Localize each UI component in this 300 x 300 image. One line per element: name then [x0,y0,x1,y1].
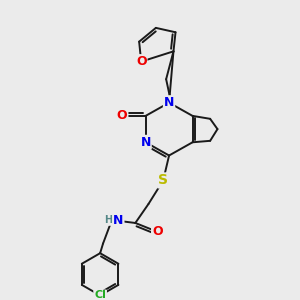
Text: O: O [152,225,163,238]
Text: S: S [158,173,168,188]
Text: N: N [140,136,151,149]
Text: Cl: Cl [94,290,106,300]
Text: H: H [104,215,112,225]
Text: N: N [113,214,124,226]
Text: O: O [136,55,146,68]
Text: N: N [164,96,174,109]
Text: O: O [117,110,128,122]
